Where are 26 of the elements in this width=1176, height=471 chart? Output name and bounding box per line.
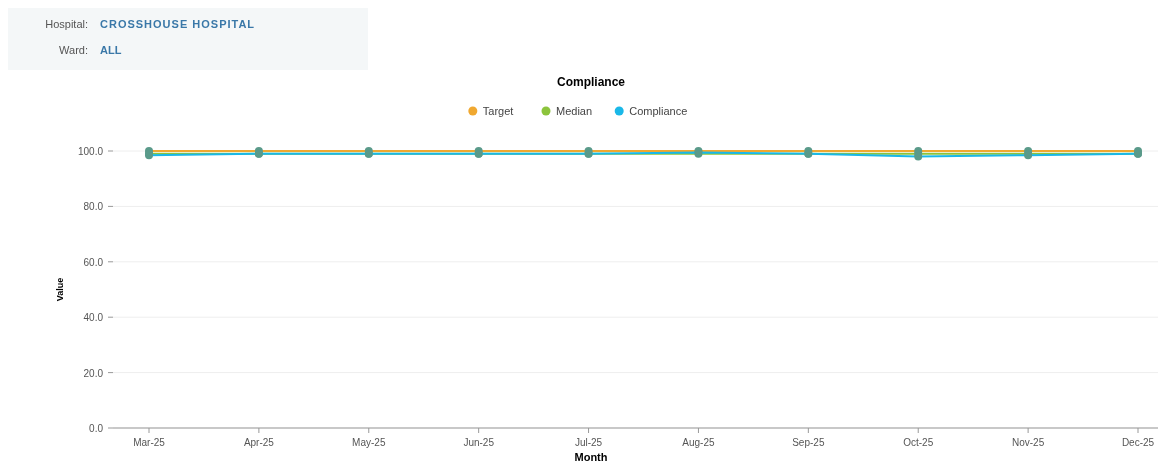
x-axis-title: Month xyxy=(574,451,608,463)
text: ALL xyxy=(100,44,122,56)
x-tick-label: Mar-25 xyxy=(133,437,166,448)
x-tick-label: Aug-25 xyxy=(682,437,715,448)
legend-label: Compliance xyxy=(629,105,688,117)
y-tick-label: 0.0 xyxy=(89,423,104,434)
x-tick-label: Dec-25 xyxy=(1121,437,1155,448)
x-tick-label: Nov-25 xyxy=(1011,437,1045,448)
text: Hospital: xyxy=(45,18,88,30)
text: Ward: xyxy=(59,44,88,56)
y-axis-title: Value xyxy=(55,277,65,302)
chart-title: Compliance xyxy=(556,75,626,89)
x-tick-label: Jun-25 xyxy=(463,437,495,448)
y-tick-label: 20.0 xyxy=(83,367,104,379)
legend-label: Target xyxy=(482,105,514,117)
y-tick-label: 40.0 xyxy=(83,312,104,324)
x-tick-label: Sep-25 xyxy=(792,437,825,448)
x-tick-label: May-25 xyxy=(352,437,386,448)
x-tick-label: Apr-25 xyxy=(243,437,275,448)
legend-label: Median xyxy=(556,105,593,117)
x-tick-label: Jul-25 xyxy=(574,437,603,448)
text: CROSSHOUSE HOSPITAL xyxy=(100,18,256,30)
y-tick-label: 80.0 xyxy=(83,201,104,213)
y-tick-label: 100.0 xyxy=(77,146,104,157)
x-tick-label: Oct-25 xyxy=(903,437,934,448)
y-tick-label: 60.0 xyxy=(83,256,104,268)
